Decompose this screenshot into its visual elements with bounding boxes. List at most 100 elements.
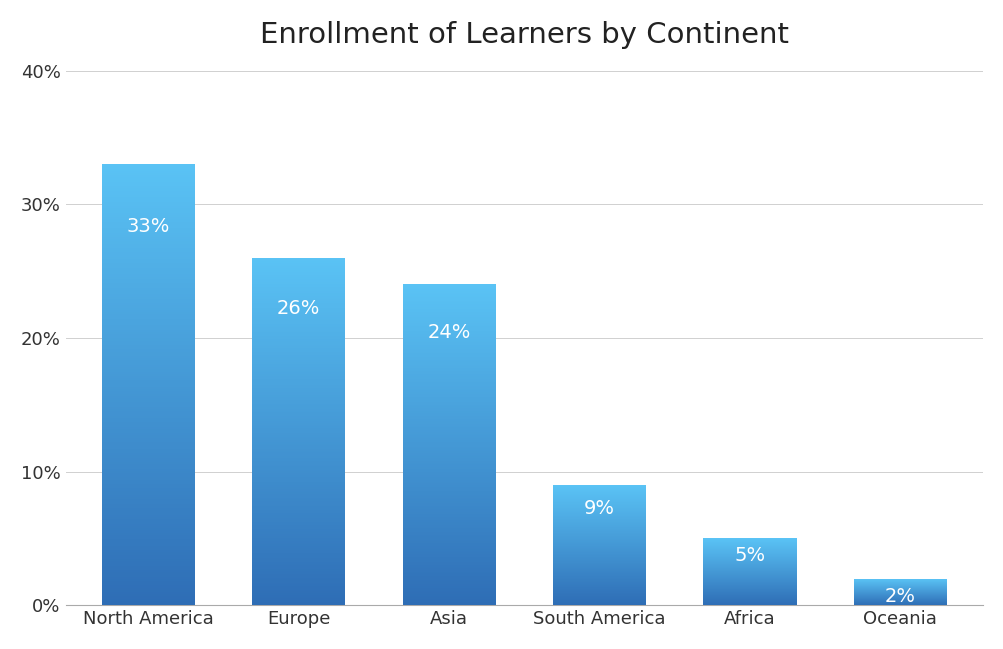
Bar (402, 596, 495, 597)
Bar (252, 572, 345, 574)
Bar (252, 558, 345, 560)
Bar (101, 389, 195, 391)
Bar (252, 461, 345, 463)
Bar (252, 543, 345, 545)
Bar (402, 508, 495, 509)
Bar (252, 376, 345, 378)
Bar (402, 289, 495, 291)
Bar (252, 596, 345, 598)
Bar (101, 413, 195, 415)
Bar (402, 422, 495, 424)
Bar (101, 524, 195, 526)
Bar (252, 485, 345, 487)
Bar (252, 273, 345, 275)
Bar (402, 495, 495, 496)
Bar (101, 596, 195, 598)
Bar (402, 307, 495, 308)
Bar (101, 349, 195, 352)
Bar (101, 286, 195, 288)
Bar (252, 404, 345, 406)
Bar (402, 318, 495, 320)
Bar (252, 308, 345, 310)
Bar (101, 486, 195, 489)
Bar (101, 587, 195, 590)
Bar (101, 171, 195, 173)
Bar (402, 573, 495, 575)
Bar (252, 503, 345, 504)
Bar (252, 301, 345, 303)
Bar (101, 343, 195, 345)
Bar (252, 445, 345, 447)
Bar (101, 323, 195, 325)
Bar (252, 598, 345, 600)
Bar (402, 569, 495, 570)
Bar (101, 224, 195, 226)
Bar (402, 427, 495, 429)
Bar (101, 482, 195, 484)
Bar (402, 360, 495, 361)
Bar (252, 536, 345, 537)
Bar (252, 275, 345, 277)
Bar (252, 310, 345, 312)
Bar (101, 535, 195, 537)
Bar (252, 412, 345, 414)
Bar (101, 387, 195, 389)
Bar (101, 290, 195, 292)
Bar (402, 310, 495, 312)
Bar (101, 515, 195, 517)
Bar (402, 575, 495, 576)
Bar (101, 447, 195, 448)
Bar (101, 221, 195, 224)
Bar (101, 188, 195, 191)
Bar (101, 583, 195, 585)
Bar (252, 334, 345, 336)
Bar (402, 435, 495, 437)
Bar (252, 435, 345, 437)
Bar (252, 480, 345, 482)
Bar (252, 367, 345, 369)
Bar (402, 354, 495, 355)
Bar (252, 278, 345, 280)
Bar (252, 406, 345, 407)
Bar (101, 360, 195, 363)
Bar (101, 391, 195, 393)
Bar (402, 450, 495, 451)
Bar (402, 567, 495, 569)
Bar (101, 473, 195, 475)
Bar (101, 467, 195, 469)
Bar (252, 440, 345, 442)
Bar (252, 532, 345, 534)
Bar (402, 520, 495, 522)
Bar (252, 432, 345, 434)
Bar (101, 281, 195, 283)
Bar (402, 487, 495, 488)
Bar (252, 402, 345, 404)
Bar (252, 426, 345, 428)
Bar (101, 594, 195, 596)
Bar (402, 491, 495, 493)
Bar (402, 326, 495, 328)
Bar (402, 323, 495, 324)
Bar (402, 294, 495, 296)
Bar (402, 378, 495, 379)
Bar (252, 317, 345, 319)
Bar (402, 406, 495, 408)
Bar (101, 166, 195, 169)
Bar (101, 263, 195, 265)
Bar (402, 506, 495, 508)
Bar (101, 601, 195, 603)
Bar (402, 286, 495, 288)
Bar (101, 484, 195, 486)
Bar (252, 515, 345, 517)
Bar (252, 468, 345, 470)
Bar (252, 557, 345, 558)
Bar (252, 482, 345, 484)
Bar (402, 445, 495, 447)
Bar (101, 475, 195, 478)
Bar (252, 265, 345, 267)
Bar (402, 583, 495, 585)
Bar (252, 260, 345, 262)
Bar (402, 365, 495, 366)
Bar (402, 395, 495, 397)
Bar (252, 504, 345, 506)
